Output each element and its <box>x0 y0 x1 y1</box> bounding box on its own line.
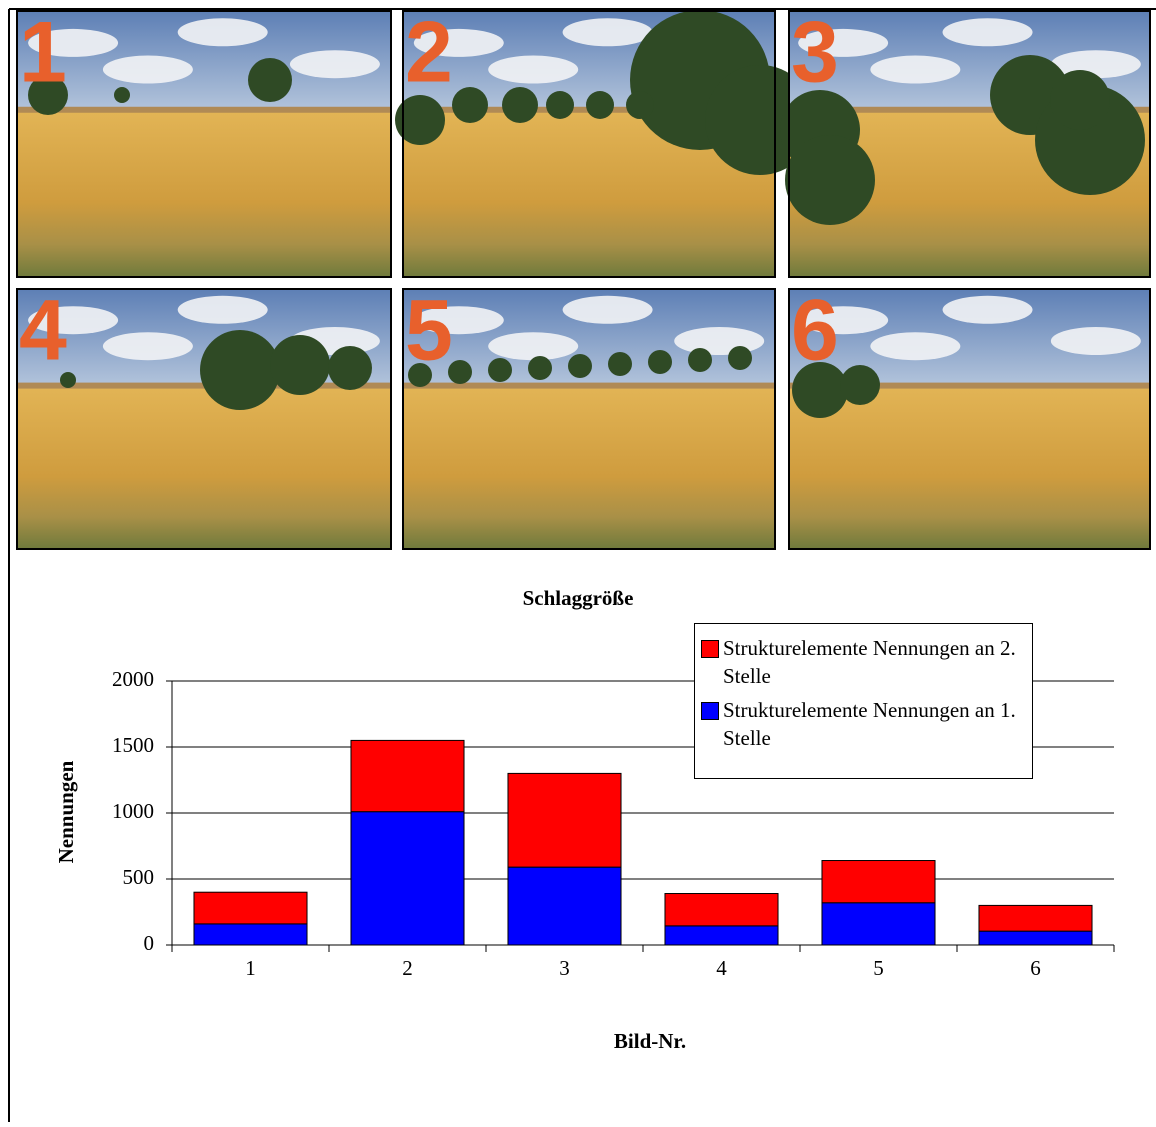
tree <box>546 91 574 119</box>
tree <box>586 91 614 119</box>
photo-number: 3 <box>791 5 839 101</box>
cloud <box>103 332 193 360</box>
bar-segment <box>194 924 307 945</box>
tree <box>248 58 292 102</box>
cloud <box>870 56 960 84</box>
bar-segment <box>351 740 464 811</box>
bar-segment <box>508 773 621 867</box>
x-tick-label: 3 <box>559 956 570 980</box>
photo-field <box>789 388 1150 549</box>
legend-swatch <box>701 640 719 658</box>
legend-label: Strukturelemente Nennungen an 2. Stelle <box>723 634 1026 690</box>
photo-horizon <box>17 107 391 113</box>
bar-segment <box>822 861 935 903</box>
photo-number: 4 <box>19 283 67 379</box>
cloud <box>1051 327 1141 355</box>
photo-number: 6 <box>791 283 839 379</box>
x-tick-label: 4 <box>716 956 727 980</box>
legend: Strukturelemente Nennungen an 2. Stelle S… <box>694 623 1033 779</box>
photo-grid: 1 2 3 4 5 6 <box>17 5 1150 549</box>
tree <box>270 335 330 395</box>
bar-segment <box>508 867 621 945</box>
cloud <box>488 56 578 84</box>
x-tick-label: 5 <box>873 956 884 980</box>
cloud <box>488 332 578 360</box>
bar-segment <box>822 903 935 945</box>
photo-number: 2 <box>405 5 453 101</box>
tree <box>568 354 592 378</box>
x-tick-label: 2 <box>402 956 413 980</box>
legend-swatch <box>701 702 719 720</box>
y-axis-label: Nennungen <box>54 760 78 863</box>
tree <box>688 348 712 372</box>
photo-field <box>17 388 391 549</box>
cloud <box>563 296 653 324</box>
cloud <box>178 18 268 46</box>
tree <box>488 358 512 382</box>
tree <box>328 346 372 390</box>
photo: 4 <box>17 283 391 549</box>
photo-number: 5 <box>405 283 453 379</box>
cloud <box>103 56 193 84</box>
x-axis-label: Bild-Nr. <box>614 1029 686 1053</box>
cloud <box>178 296 268 324</box>
tree <box>608 352 632 376</box>
tree <box>728 346 752 370</box>
bar-segment <box>351 812 464 945</box>
photo: 1 <box>17 5 391 277</box>
bar-segment <box>979 905 1092 931</box>
photo-field <box>403 388 775 549</box>
bar-segment <box>979 931 1092 945</box>
tree <box>452 87 488 123</box>
tree <box>785 135 875 225</box>
bar-segment <box>665 894 778 926</box>
y-tick-label: 1000 <box>112 799 154 823</box>
bar-segment <box>665 926 778 945</box>
cloud <box>290 50 380 78</box>
tree <box>648 350 672 374</box>
photo-number: 1 <box>19 5 67 101</box>
tree <box>1050 70 1110 130</box>
photo: 3 <box>780 5 1150 277</box>
x-tick-label: 1 <box>245 956 256 980</box>
cloud <box>943 18 1033 46</box>
bar-segment <box>194 892 307 924</box>
photo: 6 <box>789 283 1150 549</box>
cloud <box>563 18 653 46</box>
chart-title: Schlaggröße <box>523 586 634 610</box>
y-tick-label: 500 <box>123 865 155 889</box>
cloud <box>870 332 960 360</box>
tree <box>840 365 880 405</box>
tree <box>528 356 552 380</box>
photo-field <box>17 112 391 277</box>
y-tick-label: 1500 <box>112 733 154 757</box>
tree <box>114 87 130 103</box>
legend-entry: Strukturelemente Nennungen an 2. Stelle <box>701 634 1026 690</box>
cloud <box>943 296 1033 324</box>
tree <box>502 87 538 123</box>
page: 1 2 3 4 5 6 Schlaggröße Bild-Nr. Nennungen 0 5… <box>0 0 1156 1122</box>
page-canvas: 1 2 3 4 5 6 Schlaggröße Bild-Nr. Nennungen 0 5… <box>0 0 1156 1122</box>
legend-label: Strukturelemente Nennungen an 1. Stelle <box>723 696 1026 752</box>
cloud <box>1051 50 1141 78</box>
y-tick-label: 0 <box>144 931 155 955</box>
y-tick-label: 2000 <box>112 667 154 691</box>
cloud <box>674 327 764 355</box>
tree <box>200 330 280 410</box>
photo: 5 <box>403 283 775 549</box>
legend-entry: Strukturelemente Nennungen an 1. Stelle <box>701 696 1026 752</box>
x-tick-label: 6 <box>1030 956 1041 980</box>
photo: 2 <box>395 5 815 277</box>
tree <box>626 91 654 119</box>
